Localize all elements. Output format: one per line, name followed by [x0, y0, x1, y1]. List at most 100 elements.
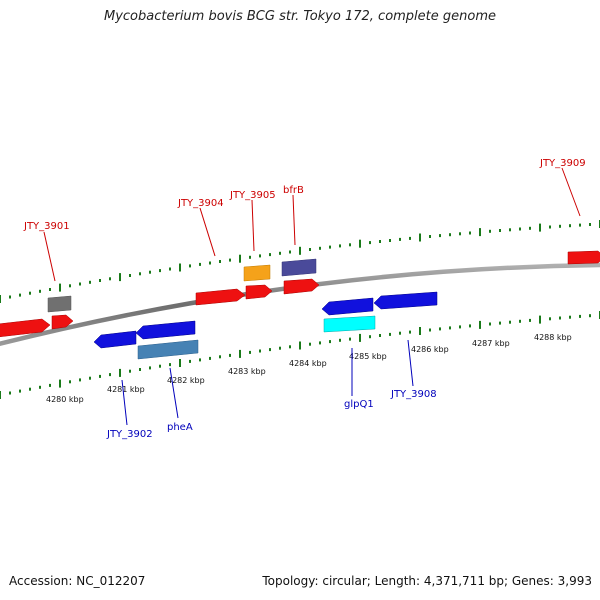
gene-features[interactable]: [0, 250, 600, 360]
tick-minor: [379, 334, 381, 337]
tick-major: [179, 359, 181, 367]
tick-minor: [329, 340, 331, 344]
gene-red-jty3901: [51, 314, 74, 330]
tick-minor: [129, 274, 131, 277]
tick-minor: [569, 224, 571, 228]
tick-minor: [519, 227, 521, 231]
tick-minor: [589, 314, 591, 318]
tick-minor: [369, 241, 371, 245]
tick-minor: [469, 231, 471, 235]
tick-minor: [169, 363, 171, 367]
tick-minor: [339, 338, 341, 342]
tick-minor: [409, 330, 411, 334]
tick-minor: [389, 332, 391, 336]
tick-minor: [289, 250, 291, 254]
tick-minor: [549, 225, 551, 229]
leader-jty3908: [407, 339, 414, 387]
tick-minor: [249, 350, 251, 354]
tick-minor: [459, 232, 461, 236]
gene-blue-phea: [135, 320, 196, 340]
tick-minor: [549, 317, 551, 321]
tick-minor: [189, 359, 191, 363]
tick-minor: [99, 279, 101, 282]
tick-minor: [39, 385, 41, 389]
label-jty3904: JTY_3904: [177, 198, 224, 209]
gene-red-jty3909: [567, 250, 600, 265]
tick-minor: [519, 319, 521, 323]
tick-minor: [49, 383, 51, 387]
tick-minor: [9, 391, 11, 395]
tick-major: [119, 368, 121, 377]
tick-minor: [29, 387, 31, 391]
tick-minor: [289, 345, 291, 349]
label-leaders: [43, 167, 581, 426]
tick-minor: [499, 321, 501, 325]
kbp-label-4281: 4281 kbp: [107, 385, 145, 394]
tick-minor: [19, 293, 21, 297]
tick-major: [299, 246, 301, 255]
tick-minor: [309, 342, 311, 346]
tick-minor: [269, 253, 271, 257]
tick-major: [0, 391, 1, 399]
tick-major: [59, 379, 61, 388]
kbp-label-4287: 4287 kbp: [472, 339, 510, 348]
tick-minor: [579, 314, 581, 318]
tick-minor: [349, 337, 351, 341]
leader-jty3904: [199, 207, 216, 257]
tick-minor: [319, 246, 321, 250]
tick-major: [359, 239, 361, 248]
tick-major: [539, 315, 541, 324]
label-jty3902: JTY_3902: [106, 429, 153, 440]
tick-minor: [589, 223, 591, 226]
tick-minor: [489, 322, 491, 326]
tick-major: [539, 223, 541, 232]
tick-minor: [389, 239, 391, 242]
tick-minor: [329, 245, 331, 249]
tick-minor: [189, 264, 191, 268]
tick-minor: [199, 262, 201, 266]
tick-minor: [559, 316, 561, 320]
tick-major: [419, 327, 421, 335]
kbp-label-4283: 4283 kbp: [228, 367, 266, 376]
gene-grey: [47, 295, 72, 313]
label-jty3908: JTY_3908: [390, 389, 437, 400]
kbp-label-4286: 4286 kbp: [411, 345, 449, 354]
tick-minor: [229, 353, 231, 357]
tick-minor: [79, 282, 81, 286]
gene-red-bfrB: [283, 278, 320, 295]
tick-minor: [459, 325, 461, 329]
label-jty3901: JTY_3901: [23, 221, 70, 232]
tick-major: [0, 295, 1, 303]
tick-major: [479, 320, 481, 329]
tick-major: [419, 233, 421, 242]
gene-blue-jty3902: [93, 330, 137, 349]
tick-minor: [149, 366, 151, 370]
tick-minor: [509, 320, 511, 324]
tick-minor: [229, 258, 231, 262]
summary-text: Topology: circular; Length: 4,371,711 bp…: [262, 574, 592, 588]
tick-minor: [409, 236, 411, 240]
tick-minor: [369, 335, 371, 339]
tick-minor: [449, 326, 451, 330]
tick-minor: [139, 272, 141, 276]
tick-minor: [209, 261, 211, 265]
tick-minor: [279, 346, 281, 350]
tick-minor: [439, 234, 441, 238]
tick-minor: [439, 327, 441, 331]
tick-minor: [499, 229, 501, 232]
tick-minor: [69, 284, 71, 288]
tick-minor: [19, 389, 21, 393]
tick-minor: [169, 267, 171, 271]
accession-text: Accession: NC_012207: [9, 574, 146, 588]
tick-minor: [29, 291, 31, 295]
tick-minor: [9, 295, 11, 299]
gene-red-jty3904: [195, 288, 246, 306]
genome-backbone: [0, 262, 600, 347]
tick-minor: [219, 260, 221, 263]
tick-major: [479, 228, 481, 237]
kbp-label-4280: 4280 kbp: [46, 395, 84, 404]
label-glpq1: glpQ1: [344, 399, 374, 410]
gene-red-jty3905: [245, 284, 273, 300]
tick-minor: [49, 288, 51, 291]
